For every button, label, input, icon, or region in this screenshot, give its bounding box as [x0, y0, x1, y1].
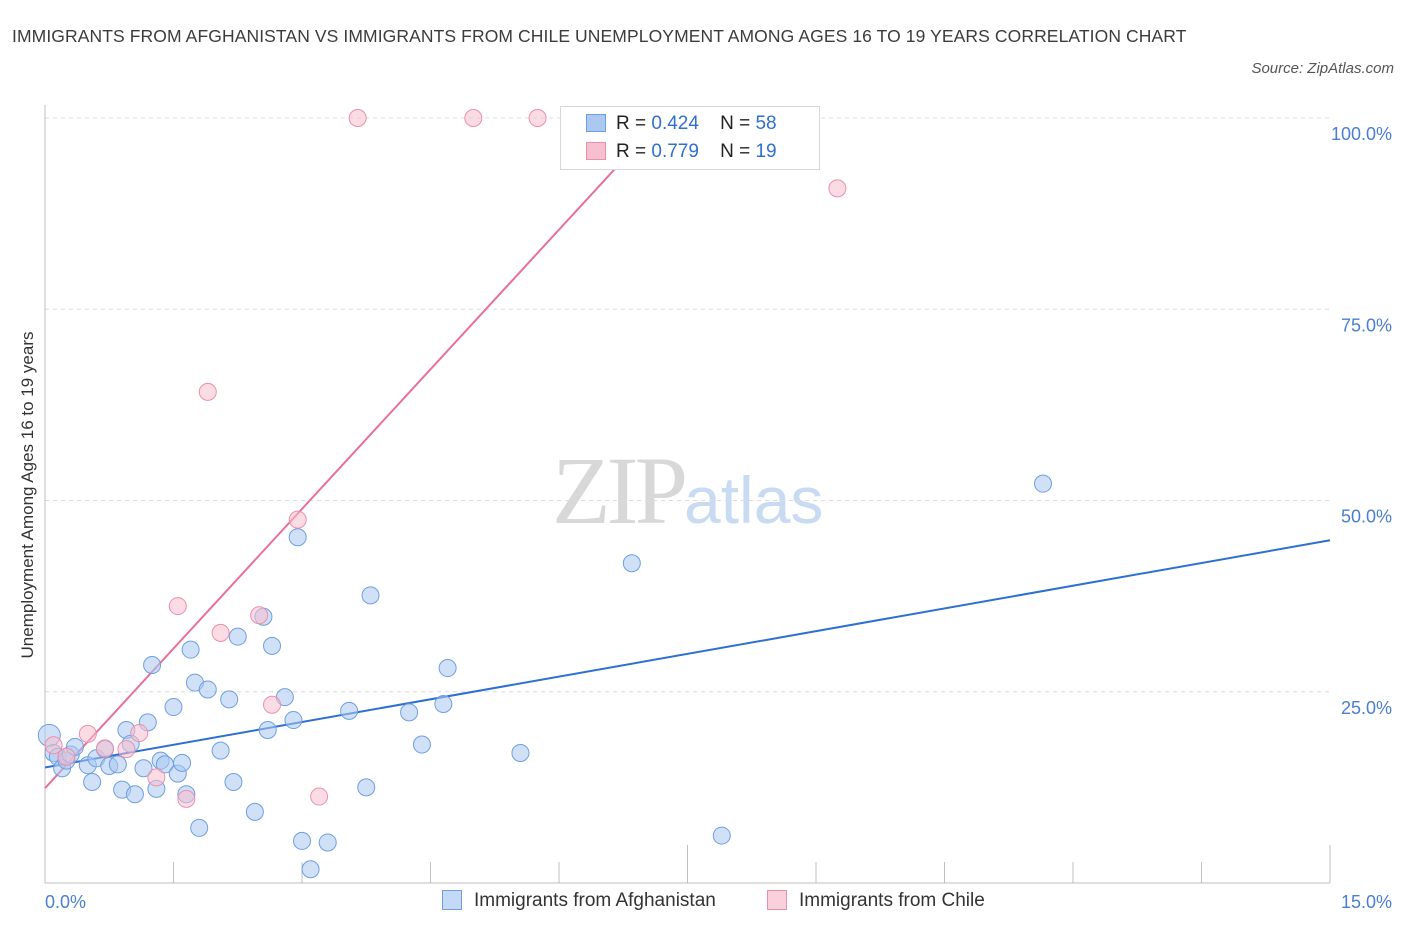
- legend-r-value: 0.424: [651, 113, 699, 134]
- point-afghanistan: [143, 655, 162, 674]
- point-afghanistan: [228, 627, 247, 646]
- point-chile: [168, 597, 187, 616]
- point-afghanistan: [224, 773, 243, 792]
- point-afghanistan: [220, 690, 239, 709]
- legend-n-label: N =: [720, 113, 751, 134]
- point-afghanistan: [361, 586, 380, 605]
- point-chile: [198, 382, 217, 401]
- legend-swatch-afghanistan: [586, 114, 606, 132]
- watermark-zip: ZIP: [552, 437, 688, 544]
- point-afghanistan: [622, 554, 641, 573]
- point-chile: [57, 747, 76, 766]
- point-chile: [263, 695, 282, 714]
- point-afghanistan: [288, 528, 307, 547]
- point-afghanistan: [211, 741, 230, 760]
- y-axis-label: Unemployment Among Ages 16 to 19 years: [18, 332, 37, 659]
- point-afghanistan: [400, 703, 419, 722]
- axis-labels: 25.0% 50.0% 75.0% 100.0% 0.0% 15.0% Unemployme…: [18, 124, 1392, 912]
- point-afghanistan: [263, 636, 282, 655]
- point-chile: [828, 179, 847, 198]
- point-afghanistan: [511, 743, 530, 762]
- point-chile: [211, 623, 230, 642]
- point-chile: [147, 768, 166, 787]
- point-afghanistan: [125, 785, 144, 804]
- trend-line-chile: [44, 117, 663, 789]
- point-afghanistan: [181, 640, 200, 659]
- point-afghanistan: [1034, 474, 1053, 493]
- bottom-legend-swatch-chile: [767, 890, 787, 910]
- legend-r-label: R =: [616, 113, 647, 134]
- data-points: [37, 109, 1053, 879]
- legend-row-afghanistan: R = 0.424 N = 58: [586, 113, 777, 137]
- point-chile: [348, 109, 367, 127]
- point-afghanistan: [258, 721, 277, 739]
- point-afghanistan: [245, 802, 264, 821]
- y-tick-label: 100.0%: [1331, 124, 1392, 144]
- point-afghanistan: [173, 753, 192, 772]
- point-afghanistan: [357, 778, 376, 797]
- point-afghanistan: [438, 659, 457, 678]
- point-afghanistan: [434, 694, 453, 713]
- point-afghanistan: [284, 711, 303, 730]
- point-afghanistan: [83, 773, 102, 792]
- bottom-legend-label-chile: Immigrants from Chile: [799, 890, 985, 911]
- point-chile: [177, 789, 196, 808]
- point-chile: [464, 109, 483, 127]
- point-chile: [44, 736, 63, 755]
- legend-swatch-chile: [586, 142, 606, 160]
- legend-n-value: 19: [755, 141, 777, 162]
- point-afghanistan: [198, 680, 217, 699]
- chart-source: Source: ZipAtlas.com: [1251, 60, 1394, 77]
- point-afghanistan: [190, 818, 209, 837]
- point-chile: [130, 724, 149, 743]
- grid-lines: [45, 117, 1330, 693]
- point-afghanistan: [412, 735, 431, 754]
- point-afghanistan: [301, 860, 320, 879]
- point-afghanistan: [293, 831, 311, 850]
- legend-row-chile: R = 0.779 N = 19: [586, 141, 777, 165]
- axes: [44, 105, 1331, 884]
- x-tick-label-min: 0.0%: [45, 892, 86, 912]
- point-chile: [310, 787, 329, 806]
- legend-r-label: R =: [616, 141, 647, 162]
- point-chile: [95, 739, 114, 758]
- point-chile: [78, 724, 97, 743]
- point-afghanistan: [164, 698, 183, 717]
- y-tick-label: 25.0%: [1341, 698, 1392, 718]
- trend-line-afghanistan: [44, 539, 1331, 769]
- y-tick-label: 50.0%: [1341, 507, 1392, 527]
- correlation-legend: R = 0.424 N = 58 R = 0.779 N = 19: [560, 106, 820, 170]
- chart-title: IMMIGRANTS FROM AFGHANISTAN VS IMMIGRANT…: [12, 26, 1187, 46]
- bottom-legend-label-afghanistan: Immigrants from Afghanistan: [474, 890, 716, 911]
- point-chile: [250, 606, 269, 625]
- point-afghanistan: [134, 759, 153, 778]
- point-chile: [117, 740, 136, 759]
- legend-r-value: 0.779: [651, 141, 699, 162]
- point-afghanistan: [108, 755, 127, 774]
- y-tick-label: 75.0%: [1341, 315, 1392, 335]
- bottom-legend-swatch-afghanistan: [442, 890, 462, 910]
- trend-lines: [44, 117, 1331, 789]
- point-afghanistan: [712, 826, 731, 845]
- bottom-legend-afghanistan: Immigrants from Afghanistan: [442, 890, 716, 912]
- legend-n-value: 58: [755, 113, 777, 134]
- x-tick-label-max: 15.0%: [1341, 892, 1392, 912]
- point-afghanistan: [340, 701, 359, 720]
- point-chile: [288, 510, 307, 529]
- legend-n-label: N =: [720, 141, 751, 162]
- bottom-legend-chile: Immigrants from Chile: [767, 890, 985, 912]
- point-chile: [528, 109, 547, 127]
- point-afghanistan: [318, 833, 337, 852]
